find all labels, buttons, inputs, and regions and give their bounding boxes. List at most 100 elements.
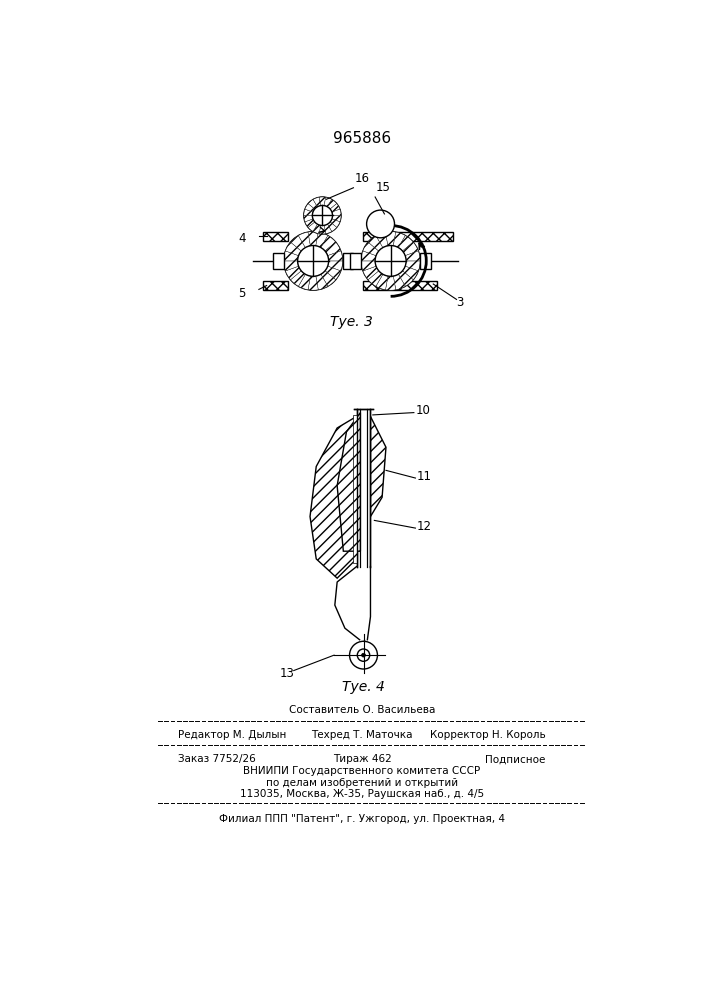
Bar [356, 409, 370, 567]
Text: 11: 11 [417, 470, 432, 483]
Text: по делам изобретений и открытий: по делам изобретений и открытий [266, 778, 458, 788]
Circle shape [284, 232, 343, 290]
Circle shape [312, 205, 332, 225]
Text: Редактор М. Дылын: Редактор М. Дылын [177, 730, 286, 740]
Wedge shape [376, 274, 388, 290]
Circle shape [349, 641, 378, 669]
Wedge shape [363, 242, 379, 256]
Circle shape [361, 653, 366, 657]
Wedge shape [316, 274, 328, 290]
Wedge shape [376, 232, 388, 248]
Text: 3: 3 [457, 296, 464, 309]
Wedge shape [304, 209, 313, 215]
Bar [351, 253, 361, 269]
Wedge shape [361, 261, 376, 271]
Wedge shape [305, 219, 315, 227]
Wedge shape [393, 232, 405, 248]
Text: 13: 13 [280, 667, 295, 680]
Text: 16: 16 [355, 172, 370, 185]
Bar [363, 232, 452, 241]
Wedge shape [305, 204, 315, 212]
Text: Τуе. 3: Τуе. 3 [330, 315, 373, 329]
Wedge shape [363, 266, 379, 280]
Wedge shape [327, 251, 343, 261]
Wedge shape [325, 224, 332, 234]
Bar [420, 253, 431, 269]
Wedge shape [308, 232, 318, 246]
Wedge shape [398, 271, 413, 286]
Text: Техред Т. Маточка: Техред Т. Маточка [311, 730, 413, 740]
Text: Тираж 462: Тираж 462 [332, 754, 392, 764]
Wedge shape [308, 222, 317, 231]
Wedge shape [332, 209, 341, 215]
Text: 15: 15 [376, 181, 391, 194]
Wedge shape [308, 276, 318, 290]
Wedge shape [327, 222, 337, 231]
Wedge shape [385, 232, 396, 246]
Wedge shape [313, 224, 321, 234]
Wedge shape [286, 242, 301, 256]
Wedge shape [393, 274, 405, 290]
Text: 113035, Москва, Ж-35, Раушская наб., д. 4/5: 113035, Москва, Ж-35, Раушская наб., д. … [240, 789, 484, 799]
Polygon shape [354, 415, 356, 563]
Text: Τуе. 4: Τуе. 4 [342, 680, 385, 694]
Wedge shape [325, 242, 341, 256]
Wedge shape [325, 197, 332, 207]
Bar [263, 232, 288, 241]
Text: 5: 5 [238, 287, 246, 300]
Wedge shape [291, 271, 305, 286]
Wedge shape [291, 236, 305, 251]
Wedge shape [402, 266, 419, 280]
Text: 12: 12 [417, 520, 432, 533]
Wedge shape [327, 261, 343, 271]
Wedge shape [361, 251, 376, 261]
Polygon shape [370, 416, 386, 517]
Text: 10: 10 [416, 404, 431, 417]
Circle shape [375, 246, 406, 276]
Wedge shape [284, 251, 298, 261]
Wedge shape [319, 197, 326, 206]
Wedge shape [319, 225, 326, 234]
Wedge shape [398, 236, 413, 251]
Text: Заказ 7752/26: Заказ 7752/26 [177, 754, 255, 764]
Bar [273, 253, 284, 269]
Bar [263, 281, 288, 290]
Wedge shape [405, 261, 420, 271]
Circle shape [361, 232, 420, 290]
Wedge shape [316, 232, 328, 248]
Wedge shape [402, 242, 419, 256]
Bar [343, 253, 354, 269]
Circle shape [304, 197, 341, 234]
Wedge shape [313, 197, 321, 207]
Circle shape [367, 210, 395, 238]
Wedge shape [321, 236, 336, 251]
Wedge shape [284, 261, 298, 271]
Wedge shape [368, 271, 383, 286]
Text: ВНИИПИ Государственного комитета СССР: ВНИИПИ Государственного комитета СССР [243, 766, 481, 776]
Wedge shape [332, 215, 341, 222]
Wedge shape [327, 199, 337, 209]
Polygon shape [337, 413, 361, 551]
Wedge shape [368, 236, 383, 251]
Wedge shape [330, 204, 340, 212]
Wedge shape [286, 266, 301, 280]
Wedge shape [330, 219, 340, 227]
Polygon shape [310, 416, 361, 578]
Circle shape [357, 649, 370, 661]
Wedge shape [298, 232, 310, 248]
Wedge shape [405, 251, 420, 261]
Text: 965886: 965886 [333, 131, 391, 146]
Text: Составитель О. Васильева: Составитель О. Васильева [288, 705, 435, 715]
Wedge shape [321, 271, 336, 286]
Circle shape [298, 246, 329, 276]
Wedge shape [325, 266, 341, 280]
Bar [363, 281, 437, 290]
Text: Корректор Н. Король: Корректор Н. Король [430, 730, 546, 740]
Wedge shape [385, 276, 396, 290]
Wedge shape [298, 274, 310, 290]
Text: Филиал ППП "Патент", г. Ужгород, ул. Проектная, 4: Филиал ППП "Патент", г. Ужгород, ул. Про… [219, 814, 505, 824]
Text: 4: 4 [238, 232, 246, 245]
Wedge shape [304, 215, 313, 222]
Wedge shape [308, 199, 317, 209]
Text: Подписное: Подписное [485, 754, 546, 764]
